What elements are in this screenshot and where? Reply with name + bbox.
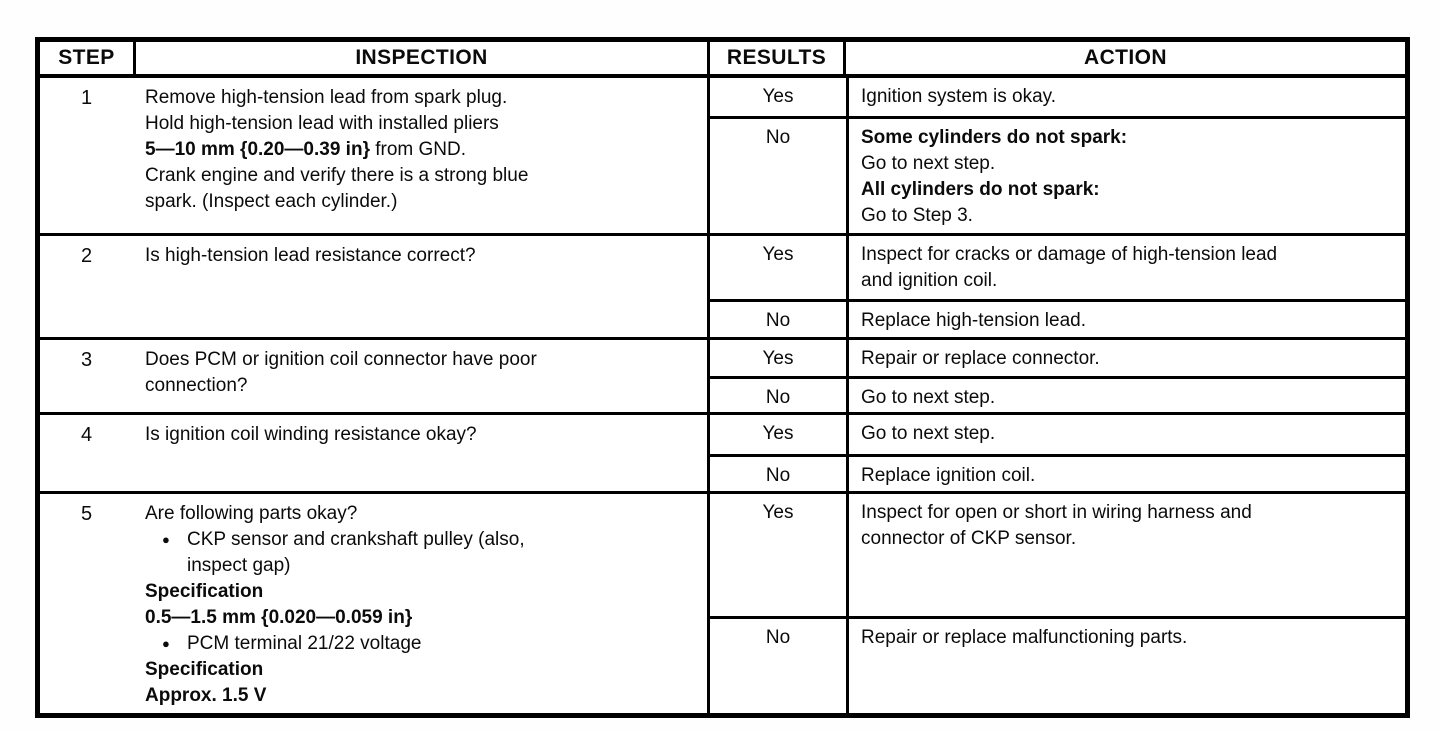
row5-inspection-cell: Are following parts okay?CKP sensor and … [133,494,707,713]
row2-action-no: Replace high-tension lead. [846,299,1405,337]
table-header-row: STEP INSPECTION RESULTS ACTION [40,42,1405,75]
col-header-inspection: INSPECTION [133,42,707,74]
row1-action-yes: Ignition system is okay. [846,78,1405,116]
row5-action-yes: Inspect for open or short in wiring harn… [846,494,1405,616]
row4-action-no: Replace ignition coil. [846,454,1405,491]
row5-outcomes: Yes Inspect for open or short in wiring … [707,494,1405,713]
row5-step-number: 5 [80,503,93,525]
col-header-step: STEP [58,46,115,69]
row5-result-yes: Yes [762,502,794,523]
row1-inspection-cell: Remove high-tension lead from spark plug… [145,87,529,212]
row2-outcomes: Yes Inspect for cracks or damage of high… [707,236,1405,337]
row2-action-yes: Inspect for cracks or damage of high-ten… [846,236,1405,299]
row4-outcomes: Yes Go to next step. No Replace ignition… [707,415,1405,491]
row3-action-no: Go to next step. [846,376,1405,412]
table-row-step-2: 2 Is high-tension lead resistance correc… [40,233,1405,337]
row4-action-yes: Go to next step. [846,415,1405,454]
row1-action-no: Some cylinders do not spark: Go to next s… [846,116,1405,233]
row5-result-no: No [710,616,846,713]
row1-outcomes: Yes Ignition system is okay. No Some cyl… [707,78,1405,233]
row2-result-yes: Yes [762,244,794,265]
row3-step-number: 3 [80,349,93,371]
row1-step-number: 1 [80,87,93,109]
col-header-results: RESULTS [707,42,843,74]
row2-step-number: 2 [80,245,93,267]
table-row-step-4: 4 Is ignition coil winding resistance ok… [40,412,1405,491]
table-row-step-3: 3 Does PCM or ignition coil connector ha… [40,337,1405,412]
row3-result-no: No [710,376,846,412]
table-row-step-1: 1 Remove high-tension lead from spark pl… [40,75,1405,233]
row3-result-yes: Yes [762,348,794,369]
row3-action-yes: Repair or replace connector. [846,340,1405,376]
row5-action-no: Repair or replace malfunctioning parts. [846,616,1405,713]
ignition-troubleshooting-table: STEP INSPECTION RESULTS ACTION 1 Remove … [35,37,1410,718]
row1-result-yes: Yes [762,86,794,107]
table-row-step-5: 5 Are following parts okay?CKP sensor an… [40,491,1405,713]
row4-result-no: No [710,454,846,491]
row2-inspection-cell: Is high-tension lead resistance correct? [145,245,476,266]
row4-step-number: 4 [80,424,93,446]
row3-inspection-cell: Does PCM or ignition coil connector have… [145,349,537,396]
row3-outcomes: Yes Repair or replace connector. No Go t… [707,340,1405,412]
row4-inspection-cell: Is ignition coil winding resistance okay… [145,424,477,445]
row1-result-no: No [710,116,846,233]
row4-result-yes: Yes [762,423,794,444]
col-header-action: ACTION [843,42,1405,74]
row2-result-no: No [710,299,846,337]
